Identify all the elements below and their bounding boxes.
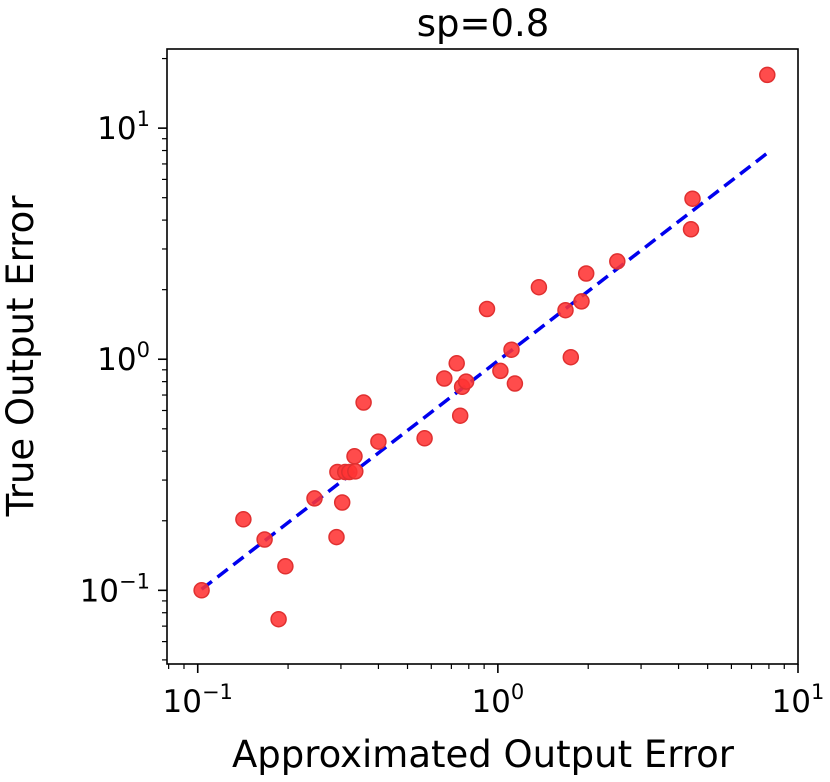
chart-title: sp=0.8 xyxy=(417,2,550,45)
y-tick-label: 10−1 xyxy=(80,569,150,609)
major-ticks xyxy=(158,127,799,673)
data-point xyxy=(577,265,595,282)
data-point xyxy=(557,301,574,319)
data-point xyxy=(682,221,700,238)
data-point xyxy=(478,300,496,318)
minor-ticks xyxy=(162,57,785,669)
data-point xyxy=(457,373,475,390)
fit-line-group xyxy=(200,151,769,591)
x-tick-label: 100 xyxy=(471,680,524,720)
data-point xyxy=(270,610,287,628)
data-point xyxy=(370,433,387,450)
y-tick-label: 100 xyxy=(97,338,150,378)
data-point xyxy=(256,531,273,548)
data-point xyxy=(436,370,453,387)
data-point xyxy=(416,430,433,447)
fit-line xyxy=(200,151,769,591)
y-axis-label: True Output Error xyxy=(0,195,42,518)
data-point xyxy=(562,348,580,366)
x-tick-label: 101 xyxy=(772,680,825,720)
data-point xyxy=(759,66,776,84)
data-point xyxy=(193,582,210,599)
plot-frame xyxy=(166,48,799,665)
data-point xyxy=(492,362,509,380)
data-point xyxy=(573,293,590,310)
data-point xyxy=(333,494,351,511)
data-point xyxy=(503,341,520,358)
data-point xyxy=(306,490,323,507)
data-point xyxy=(448,355,465,372)
x-tick-label: 10−1 xyxy=(163,680,233,720)
data-point xyxy=(347,463,364,480)
y-tick-label: 101 xyxy=(97,107,150,147)
data-point xyxy=(506,375,524,392)
data-point xyxy=(609,253,626,270)
data-points xyxy=(193,66,776,628)
data-point xyxy=(355,394,372,411)
data-point xyxy=(277,558,294,575)
data-point xyxy=(328,528,345,546)
data-point xyxy=(346,448,363,465)
data-point xyxy=(451,407,469,424)
data-point xyxy=(684,190,701,207)
data-point xyxy=(235,511,252,528)
tick-labels: 10−1 100 101 10−1 100 101 xyxy=(80,107,825,720)
data-point xyxy=(530,278,548,296)
x-axis-label: Approximated Output Error xyxy=(232,733,735,776)
